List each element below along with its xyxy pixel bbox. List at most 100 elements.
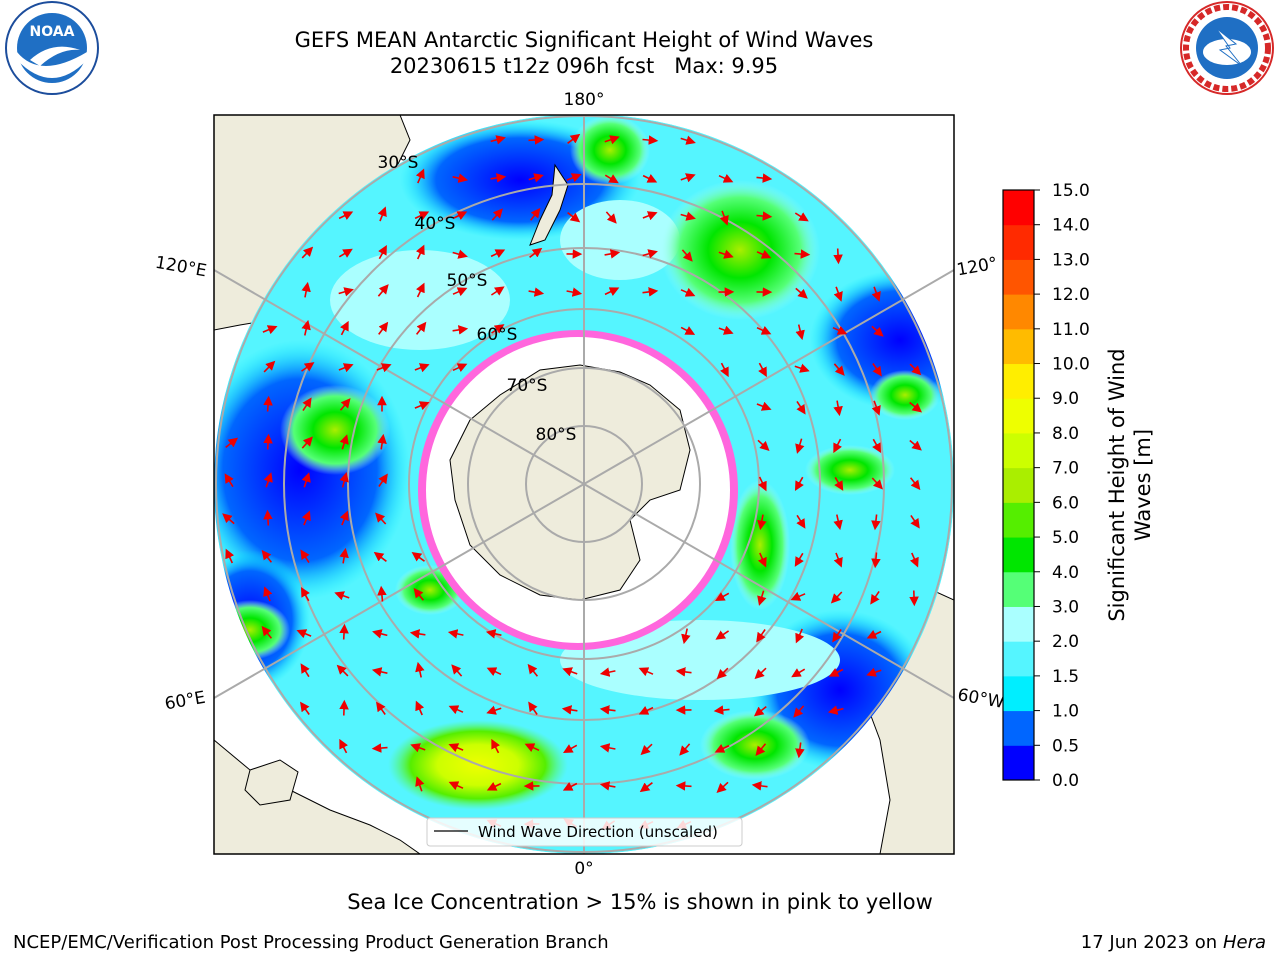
footer-date: 17 Jun 2023 on Hera bbox=[1081, 932, 1266, 953]
wave-direction-arrow bbox=[414, 363, 430, 373]
colorbar-tick-label: 2.0 bbox=[1052, 632, 1079, 652]
lat-label-80s: 80°S bbox=[536, 425, 577, 445]
wave-direction-arrow bbox=[339, 472, 349, 488]
wave-direction-arrow bbox=[296, 629, 312, 639]
wave-direction-arrow bbox=[411, 552, 425, 562]
wave-direction-arrow bbox=[225, 548, 235, 564]
wave-direction-arrow bbox=[413, 587, 425, 601]
footer-date-text: 17 Jun 2023 on bbox=[1080, 932, 1218, 953]
wave-direction-arrow bbox=[486, 667, 502, 677]
wave-direction-arrow bbox=[757, 590, 767, 606]
nws-logo bbox=[1180, 1, 1274, 95]
wave-direction-arrow bbox=[529, 247, 543, 258]
wave-direction-arrow bbox=[261, 625, 273, 639]
wave-direction-arrow bbox=[528, 287, 545, 297]
wave-direction-arrow bbox=[491, 738, 500, 754]
wave-direction-arrow bbox=[485, 629, 502, 639]
wave-direction-arrow bbox=[756, 629, 766, 643]
wave-direction-arrow bbox=[871, 477, 883, 490]
wave-direction-arrow bbox=[300, 663, 310, 678]
footer-branch: NCEP/EMC/Verification Post Processing Pr… bbox=[13, 932, 609, 953]
wave-direction-arrow bbox=[756, 211, 773, 221]
wave-direction-arrow bbox=[263, 433, 273, 450]
wave-direction-arrow bbox=[410, 743, 426, 753]
colorbar-segment bbox=[1003, 363, 1034, 399]
wave-direction-arrow bbox=[377, 206, 387, 222]
wave-direction-arrow bbox=[909, 401, 923, 413]
wave-direction-arrow bbox=[757, 439, 770, 451]
wave-direction-arrow bbox=[796, 514, 806, 529]
wave-direction-arrow bbox=[372, 629, 388, 639]
wave-direction-arrow bbox=[794, 212, 809, 222]
colorbar-segment bbox=[1003, 190, 1034, 226]
wave-direction-arrow bbox=[340, 320, 349, 336]
wave-direction-arrow bbox=[675, 667, 692, 677]
wave-direction-arrow bbox=[793, 705, 805, 718]
wave-direction-arrow bbox=[866, 629, 882, 639]
lon-label-120w: 120° bbox=[955, 254, 999, 281]
wave-direction-arrow bbox=[222, 513, 235, 525]
wave-direction-arrow bbox=[415, 661, 425, 678]
wave-direction-arrow bbox=[563, 744, 578, 754]
colorbar-tick-label: 1.5 bbox=[1052, 667, 1079, 687]
wave-direction-arrow bbox=[491, 208, 503, 221]
wave-direction-arrow bbox=[338, 363, 354, 373]
wave-direction-arrow bbox=[377, 433, 387, 450]
wave-direction-arrow bbox=[486, 705, 502, 715]
colorbar-tick-label: 12.0 bbox=[1052, 285, 1090, 305]
wave-direction-arrow bbox=[263, 586, 273, 602]
wave-direction-arrow bbox=[642, 211, 658, 221]
wave-direction-arrow bbox=[827, 705, 844, 715]
wave-direction-arrow bbox=[302, 397, 312, 412]
wave-direction-arrow bbox=[757, 552, 767, 568]
wave-direction-arrow bbox=[415, 244, 425, 260]
wave-direction-arrow bbox=[561, 705, 578, 715]
wave-direction-arrow bbox=[452, 249, 468, 259]
wave-direction-arrow bbox=[338, 211, 354, 221]
wave-direction-arrow bbox=[758, 362, 767, 378]
colorbar-label-line-1: Significant Height of Wind bbox=[1105, 348, 1129, 621]
wave-direction-arrow bbox=[263, 360, 276, 373]
wave-direction-arrow bbox=[716, 667, 729, 680]
wave-direction-arrow bbox=[795, 438, 805, 454]
wave-direction-arrow bbox=[720, 362, 729, 378]
wave-direction-arrow bbox=[795, 324, 805, 341]
wave-direction-arrow bbox=[871, 514, 881, 531]
noaa-logo-text: NOAA bbox=[30, 24, 75, 40]
colorbar-segment bbox=[1003, 467, 1034, 503]
wave-direction-arrow bbox=[528, 135, 545, 145]
wave-direction-arrow bbox=[795, 628, 805, 644]
wave-direction-arrow bbox=[795, 287, 808, 299]
wave-direction-arrow bbox=[567, 133, 581, 144]
wave-direction-arrow bbox=[834, 476, 844, 491]
map-area bbox=[214, 115, 954, 854]
lat-label-30s: 30°S bbox=[378, 153, 419, 173]
colorbar-tick-label: 4.0 bbox=[1052, 563, 1079, 583]
wave-direction-arrow bbox=[872, 363, 882, 377]
wave-direction-arrow bbox=[225, 437, 239, 449]
wave-direction-arrow bbox=[599, 781, 616, 791]
wave-direction-arrow bbox=[794, 476, 804, 491]
wave-direction-arrow bbox=[486, 781, 502, 791]
wave-direction-arrow bbox=[301, 472, 311, 488]
wave-direction-arrow bbox=[675, 781, 692, 791]
colorbar-tick-label: 7.0 bbox=[1052, 459, 1079, 479]
wave-direction-arrow bbox=[713, 705, 730, 715]
wave-direction-arrow bbox=[334, 591, 350, 601]
wave-direction-arrow bbox=[528, 173, 544, 183]
wave-direction-arrow bbox=[791, 668, 806, 678]
wave-direction-arrow bbox=[451, 664, 463, 677]
wave-direction-arrow bbox=[452, 325, 469, 335]
wave-direction-arrow bbox=[415, 168, 425, 184]
wave-direction-arrow bbox=[871, 552, 881, 569]
footer-host: Hera bbox=[1222, 932, 1266, 953]
land-madagascar bbox=[244, 759, 299, 806]
wave-direction-arrow bbox=[718, 325, 734, 335]
colorbar-tick-label: 0.0 bbox=[1052, 771, 1079, 791]
lat-label-60s: 60°S bbox=[477, 325, 518, 345]
wave-direction-arrow bbox=[642, 249, 658, 259]
colorbar-tick-label: 11.0 bbox=[1052, 320, 1090, 340]
wave-direction-arrow bbox=[261, 549, 273, 563]
wave-direction-arrow bbox=[378, 244, 387, 260]
colorbar-tick-label: 8.0 bbox=[1052, 424, 1079, 444]
